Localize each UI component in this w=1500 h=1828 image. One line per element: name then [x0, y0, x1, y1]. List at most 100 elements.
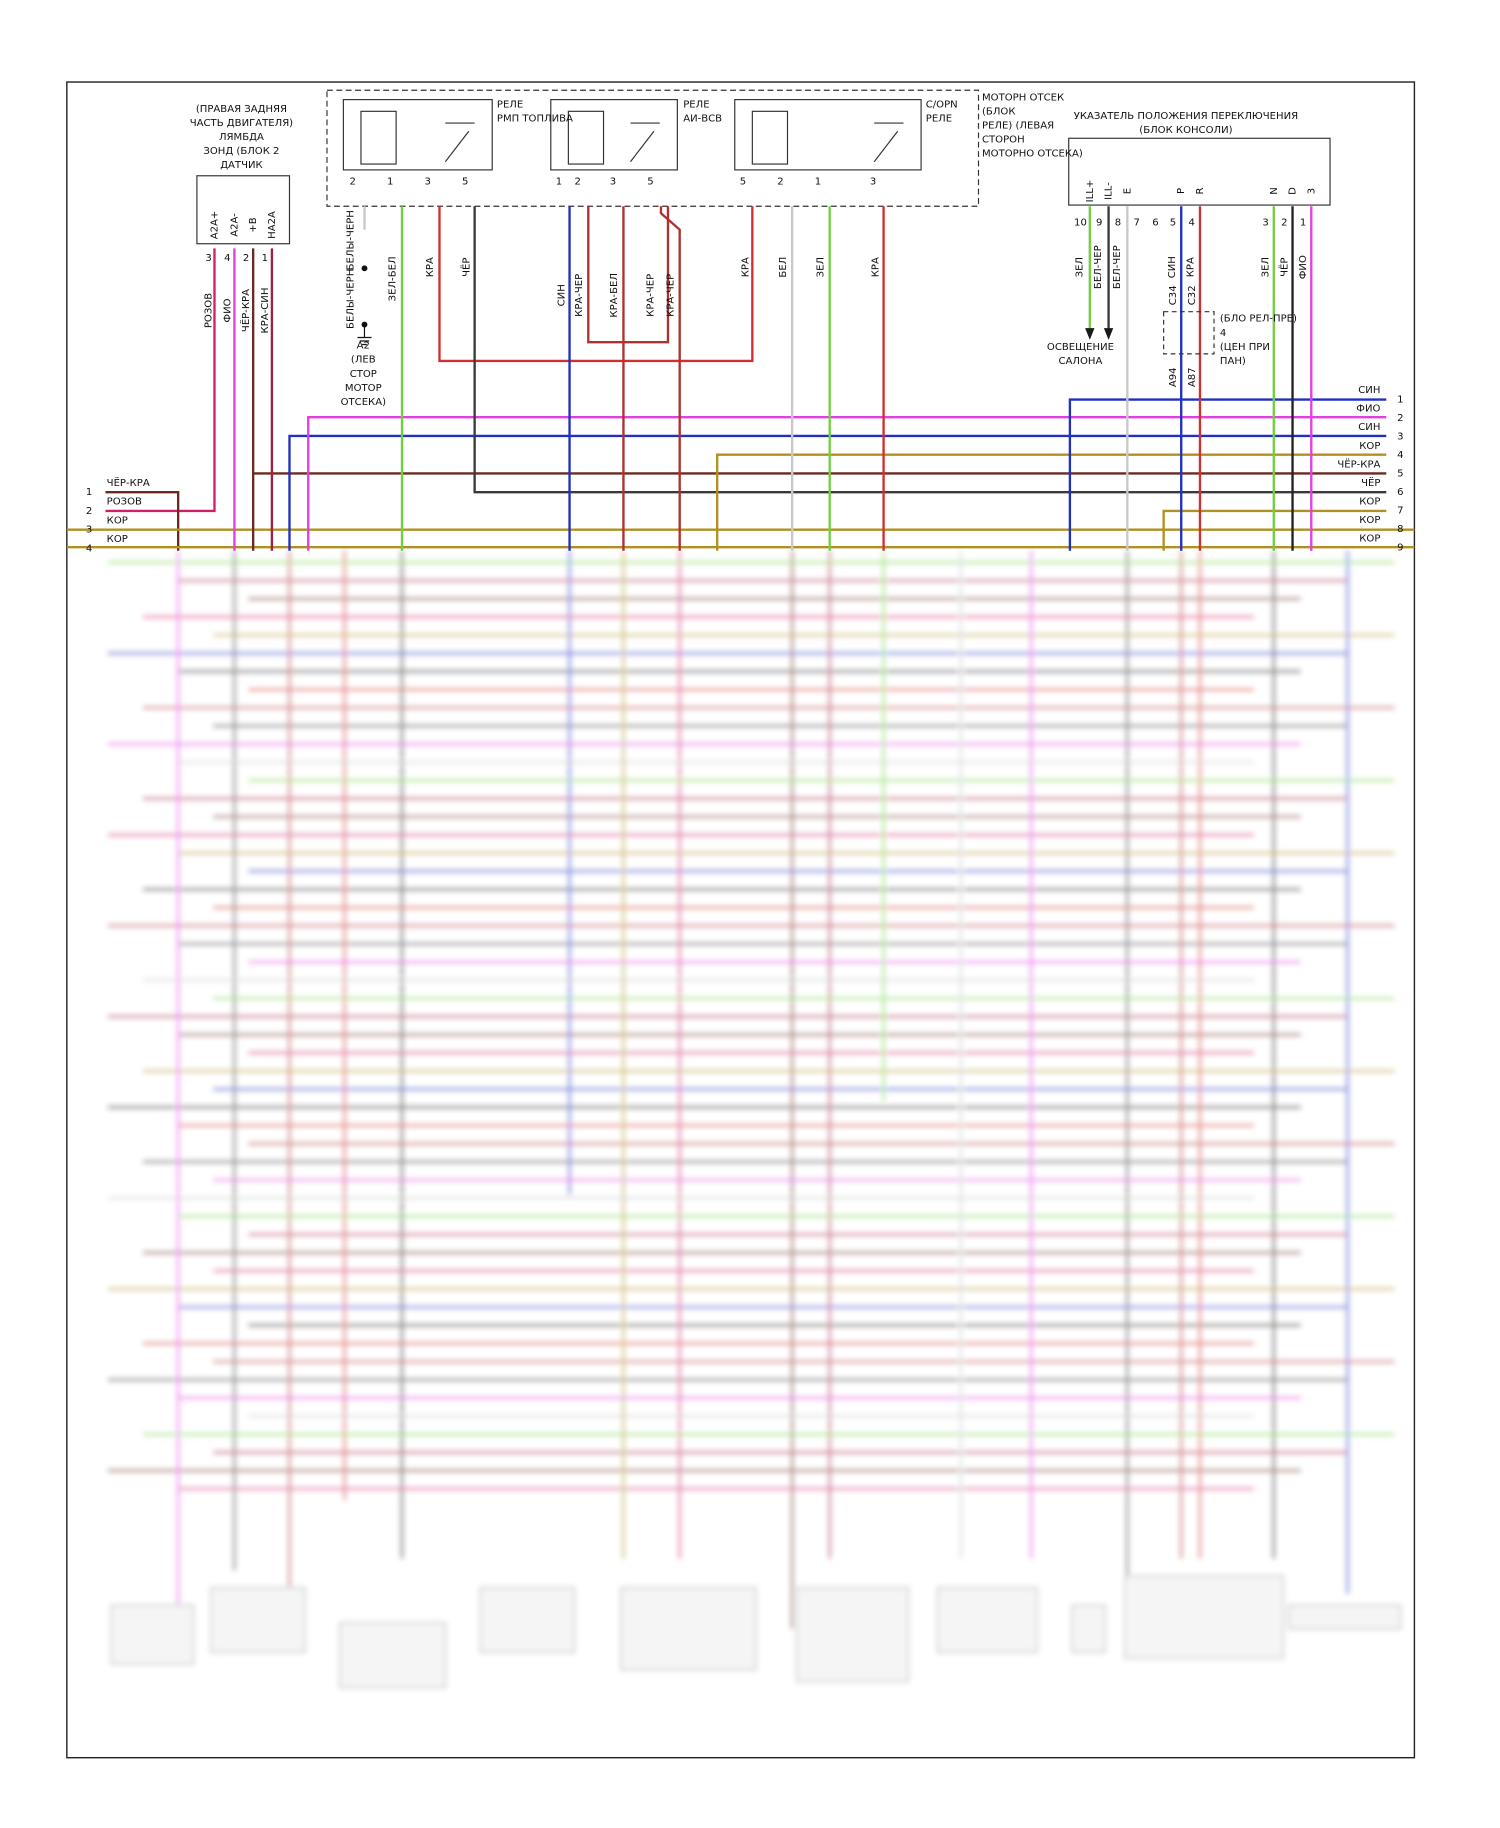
label: 5	[647, 177, 653, 188]
label: ЗЕЛ	[1074, 257, 1085, 277]
label: P	[1176, 188, 1187, 194]
label: 4	[1397, 450, 1403, 461]
label: ОТСЕКА)	[341, 397, 386, 408]
label: 1	[387, 177, 393, 188]
component-box	[620, 1587, 757, 1671]
component-box	[796, 1587, 909, 1683]
wire	[473, 206, 1387, 494]
label: КРА-ЧЕР	[574, 274, 585, 317]
label: 3	[425, 177, 431, 188]
relay-coil	[567, 110, 605, 165]
fuel-pump-relay-box	[342, 99, 493, 171]
label: 2	[1281, 218, 1287, 229]
component-box	[1288, 1604, 1401, 1630]
label: СИН	[556, 284, 567, 306]
component-box	[339, 1622, 446, 1688]
label: ФИО	[222, 298, 233, 322]
label: ДАТЧИК	[220, 160, 262, 171]
label: БЕЛЫ-ЧЕРН	[345, 269, 356, 329]
label: БЕЛЫ-ЧЕРН	[345, 210, 356, 270]
label: 6	[1397, 487, 1403, 498]
label: КРА	[740, 257, 751, 277]
label: E	[1122, 188, 1133, 194]
label: 1	[815, 177, 821, 188]
label: A2A-	[229, 213, 240, 237]
label: C/OPN	[926, 99, 958, 110]
label: ЧЁР-КРА	[1337, 457, 1380, 470]
label: 7	[1133, 218, 1139, 229]
label: ЗЕЛ-БЕЛ	[388, 256, 399, 301]
label: ЧЁР	[1277, 258, 1290, 277]
label: 2	[350, 177, 356, 188]
label: (ЛЕВ	[351, 355, 376, 366]
shift-indicator-box	[1068, 137, 1331, 206]
label: 2	[777, 177, 783, 188]
copn-relay-box	[734, 99, 922, 171]
label: 9	[1096, 218, 1102, 229]
lambda-sensor-box	[196, 175, 291, 245]
label: КОР	[1359, 496, 1380, 507]
label: РОЗОВ	[204, 293, 215, 328]
blurred-area	[107, 550, 1401, 1688]
relay-coil	[360, 110, 397, 165]
label: МОТОРН ОТСЕК	[982, 92, 1064, 103]
label: 3	[610, 177, 616, 188]
label: ФИО	[1298, 255, 1309, 279]
label: 8	[1115, 218, 1121, 229]
label: 5	[1170, 218, 1176, 229]
label: 4	[1220, 328, 1226, 339]
label: ЧЁР	[1361, 476, 1380, 489]
arrow	[1103, 328, 1114, 340]
ground-dot	[361, 265, 368, 272]
label: 4	[86, 543, 92, 554]
label: ILL+	[1085, 180, 1096, 203]
label: C32	[1187, 285, 1198, 305]
label: 7	[1397, 506, 1403, 517]
label: РЕЛЕ	[683, 99, 709, 110]
label: СИН	[1358, 385, 1380, 396]
label: ЧЁР	[459, 258, 472, 277]
label: КРА	[1186, 257, 1197, 277]
relay-block-outline	[326, 89, 980, 207]
wire	[659, 206, 681, 551]
wire	[105, 490, 180, 551]
label: 5	[1397, 469, 1403, 480]
label: БЕЛ-ЧЕР	[1112, 245, 1123, 289]
label: АИ-ВСВ	[683, 113, 722, 124]
wire	[716, 453, 1387, 551]
label: A87	[1187, 367, 1198, 387]
label: 10	[1074, 218, 1087, 229]
label: КОР	[1359, 515, 1380, 526]
label: КРА-БЕЛ	[609, 273, 620, 318]
component-box	[1124, 1575, 1284, 1659]
label: КРА	[425, 257, 436, 277]
label: 2	[575, 177, 581, 188]
label: 2	[86, 506, 92, 517]
frame	[66, 81, 1416, 1759]
label: 3	[1262, 218, 1268, 229]
label: 5	[740, 177, 746, 188]
wire	[307, 415, 1387, 551]
wire	[438, 206, 754, 363]
label: 4	[224, 253, 230, 264]
label: СИН	[1167, 256, 1178, 278]
component-box	[110, 1604, 194, 1665]
label: МОТОРНО ОТСЕКА)	[982, 149, 1083, 160]
label: РЕЛЕ) (ЛЕВАЯ	[982, 120, 1054, 131]
label: САЛОНА	[1059, 356, 1103, 367]
label: УКАЗАТЕЛЬ ПОЛОЖЕНИЯ ПЕРЕКЛЮЧЕНИЯ	[1074, 111, 1298, 122]
label: (ПРАВАЯ ЗАДНЯЯ	[196, 104, 287, 115]
label: 9	[1397, 543, 1403, 554]
label: C34	[1168, 285, 1179, 305]
label: БЕЛ-ЧЕР	[1093, 245, 1104, 289]
label: СТОРОН	[982, 134, 1025, 145]
label: 6	[1152, 218, 1158, 229]
label: КРА-ЧЕР	[665, 274, 676, 317]
label: СИН	[1358, 422, 1380, 433]
label: 2	[243, 253, 249, 264]
label: КРА-ЧЕР	[645, 274, 656, 317]
label: R	[1195, 188, 1206, 195]
label: ЧЁР-КРА	[239, 289, 252, 332]
label: КОР	[107, 534, 128, 545]
label: ОСВЕЩЕНИЕ	[1047, 342, 1114, 353]
